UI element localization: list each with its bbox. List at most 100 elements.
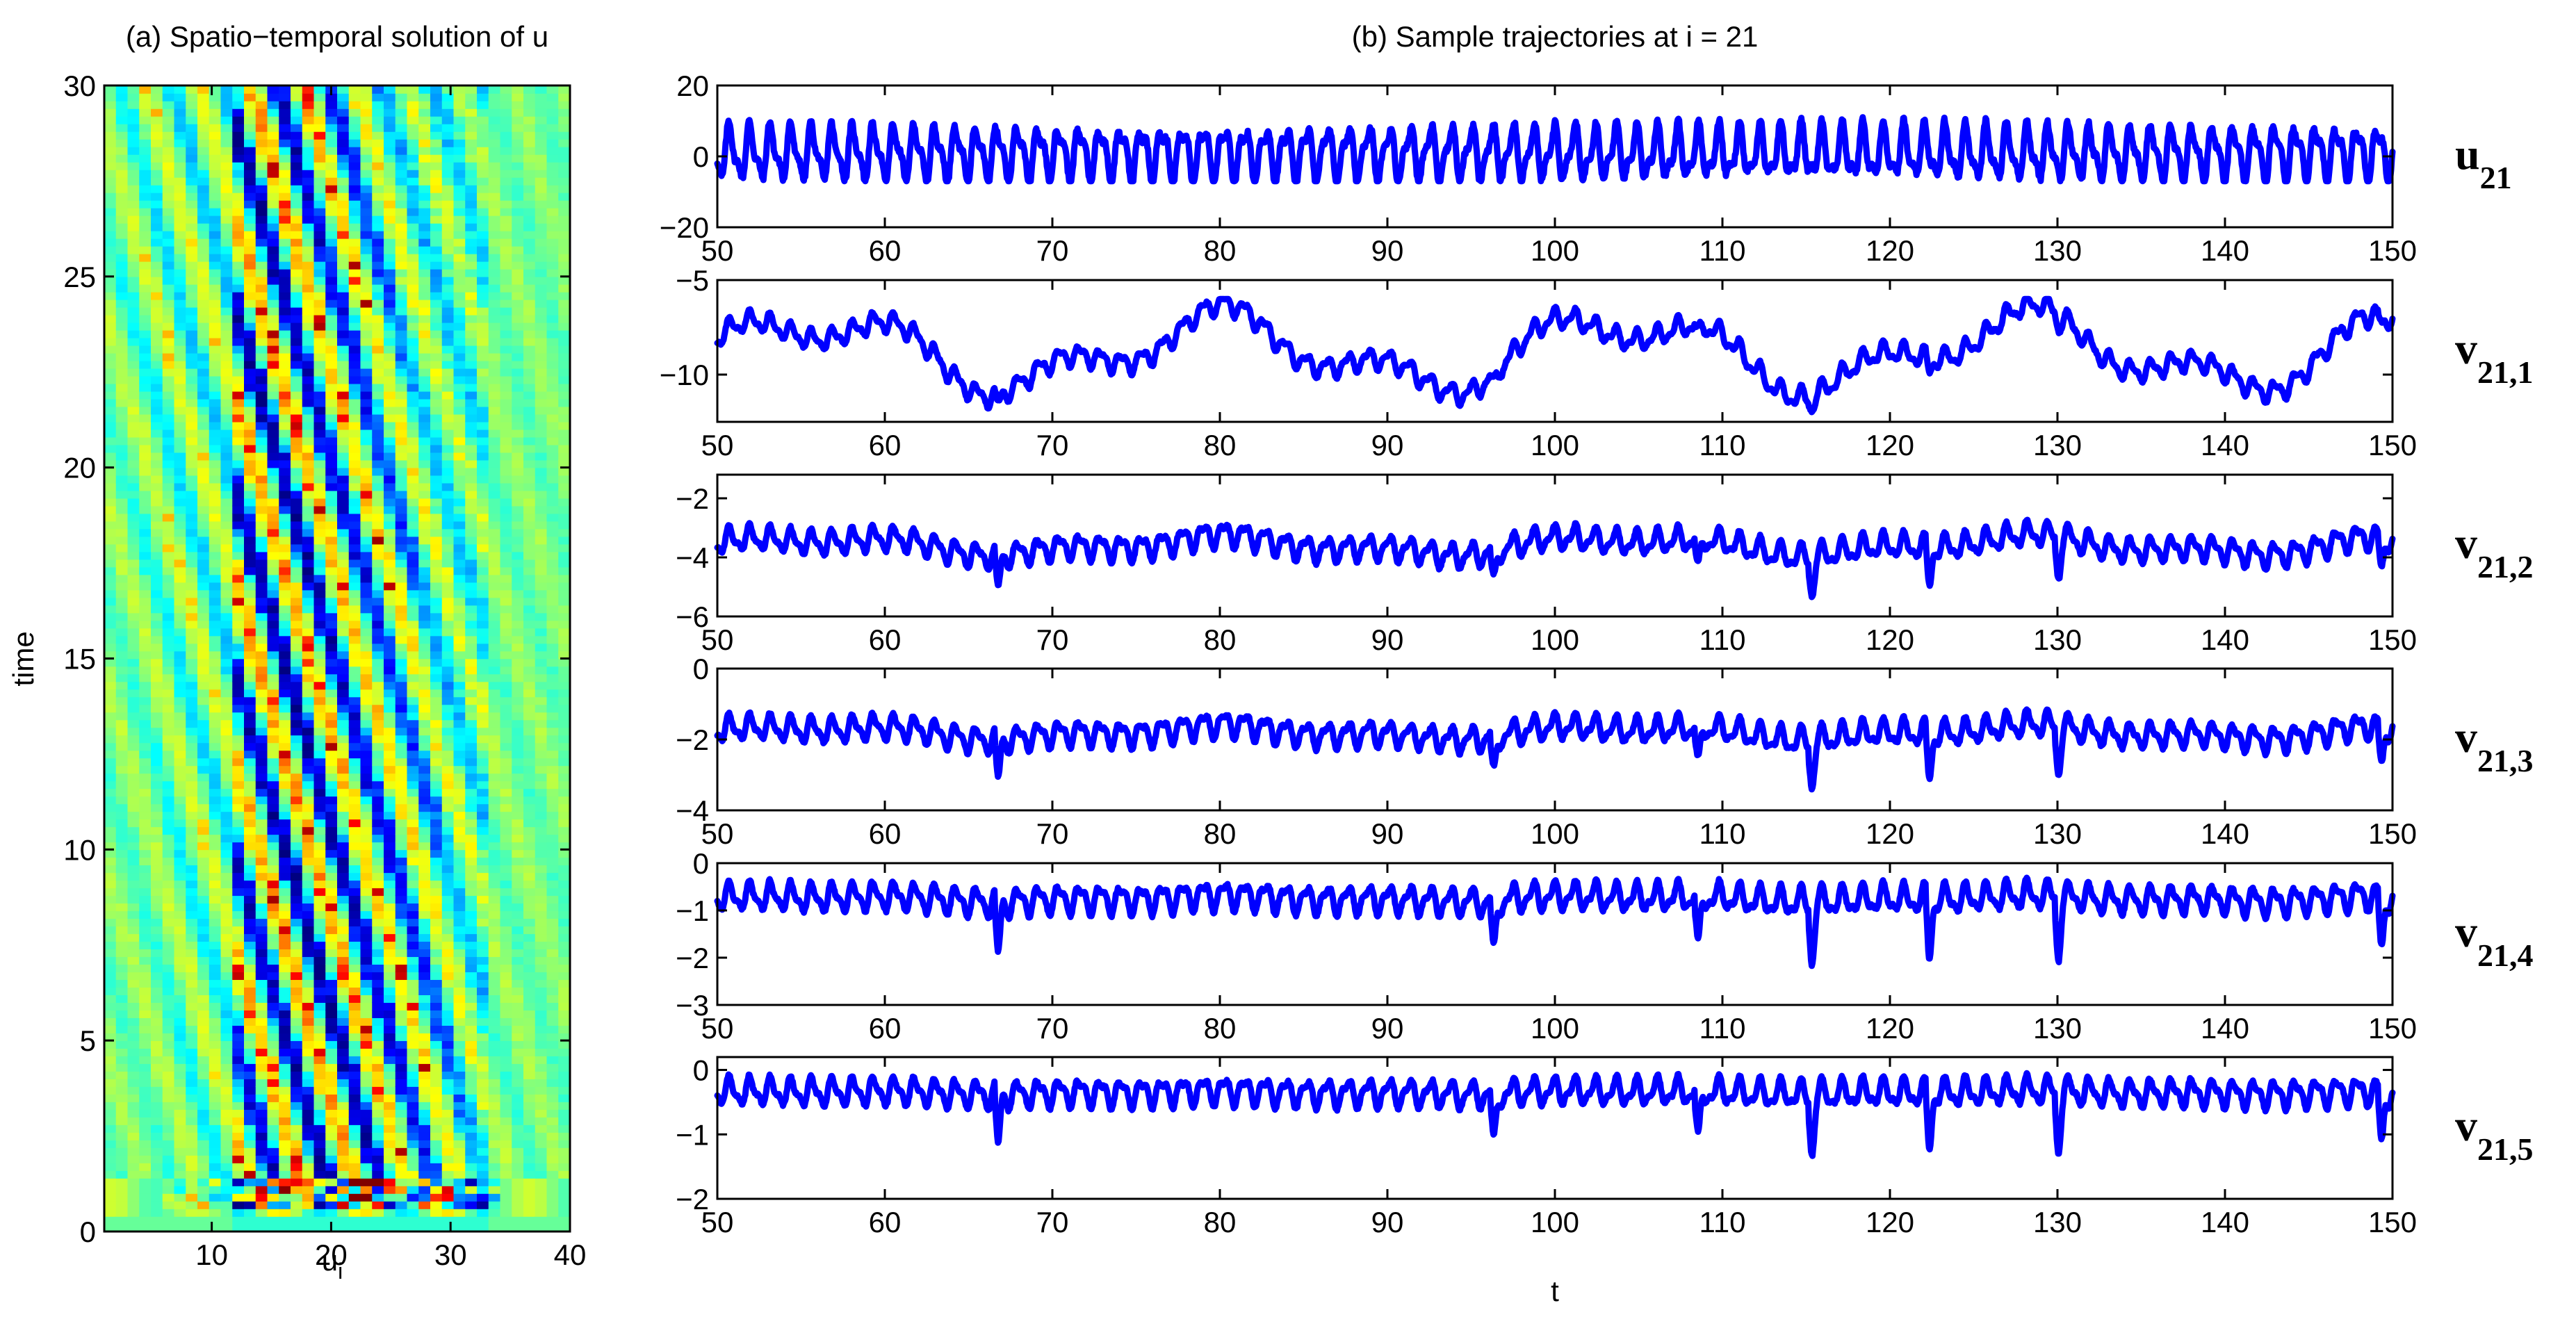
heatmap-cell [453,131,466,140]
heatmap-cell [267,1102,280,1110]
heatmap-cell [337,161,350,170]
heatmap-cell [384,115,396,124]
heatmap-cell [209,574,222,583]
heatmap-cell [244,727,256,736]
heatmap-cell [302,612,315,621]
heatmap-cell [348,605,361,614]
heatmap-cell [244,1124,256,1133]
heatmap-cell [291,826,303,835]
heatmap-cell [127,597,140,606]
heatmap-cell [348,903,361,912]
heatmap-cell [477,551,489,560]
heatmap-cell [418,1155,431,1163]
heatmap-cell [407,727,420,736]
heatmap-cell [115,979,129,988]
heatmap-cell [441,146,455,155]
heatmap-cell [209,161,222,170]
heatmap-cell [115,589,129,598]
heatmap-cell [255,238,268,247]
heatmap-cell [197,192,210,201]
heatmap-cell [360,406,373,415]
heatmap-cell [325,704,338,713]
heatmap-cell [325,261,338,270]
heatmap-cell [162,306,175,316]
heatmap-cell [360,1117,373,1125]
heatmap-cell [441,605,455,614]
heatmap-cell [291,1002,303,1010]
heatmap-cell [139,1140,152,1148]
heatmap-cell [220,505,234,514]
heatmap-cell [244,261,256,270]
heatmap-cell [384,803,396,812]
heatmap-cell [291,1109,303,1118]
heatmap-cell [441,138,455,147]
heatmap-cell [418,551,431,560]
heatmap-cell [186,826,198,835]
heatmap-cell [279,215,291,224]
heatmap-cell [209,391,222,400]
heatmap-cell [162,972,175,981]
heatmap-cell [418,536,431,545]
heatmap-cell [441,1086,455,1095]
heatmap-cell [255,375,268,384]
heatmap-cell [209,1201,222,1209]
heatmap-cell [302,360,315,369]
heatmap-cell [279,505,291,514]
heatmap-cell [232,345,245,354]
heatmap-cell [313,574,327,583]
heatmap-cell [337,207,350,216]
heatmap-cell [441,375,455,384]
heatmap-cell [453,1201,466,1209]
heatmap-cell [313,1025,327,1033]
heatmap-cell [244,406,256,415]
heatmap-cell [395,1124,408,1133]
heatmap-cell [291,475,303,484]
heatmap-cell [139,1109,152,1118]
heatmap-cell [279,765,291,774]
heatmap-cell [127,368,140,377]
heatmap-cell [407,689,420,698]
heatmap-cell [453,780,466,789]
heatmap-cell [418,1010,431,1018]
heatmap-cell [395,979,408,988]
heatmap-cell [209,857,222,866]
heatmap-cell [151,375,163,384]
heatmap-cell [291,1178,303,1186]
heatmap-cell [139,429,152,438]
heatmap-cell [197,1117,210,1125]
heatmap-cell [220,597,234,606]
heatmap-cell [372,834,384,843]
heatmap-cell [465,521,478,530]
heatmap-cell [441,230,455,239]
heatmap-cell [267,1117,280,1125]
heatmap-cell [104,1178,117,1186]
heatmap-cell [255,765,268,774]
heatmap-cell [267,1002,280,1010]
heatmap-cell [477,1048,489,1056]
heatmap-cell [267,842,280,851]
heatmap-cell [255,146,268,155]
heatmap-cell [348,1063,361,1072]
heatmap-cell [209,100,222,109]
heatmap-cell [488,1155,501,1163]
heatmap-cell [430,727,443,736]
heatmap-cell [220,658,234,667]
heatmap-cell [197,834,210,843]
heatmap-cell [174,521,187,530]
heatmap-cell [151,414,163,423]
heatmap-cell [465,780,478,789]
heatmap-cell [337,635,350,644]
heatmap-cell [232,436,245,445]
heatmap-cell [104,612,117,621]
heatmap-cell [244,1117,256,1125]
heatmap-cell [139,1224,152,1231]
heatmap-cell [115,490,129,499]
heatmap-cell [407,773,420,782]
heatmap-cell [209,467,222,476]
heatmap-cell [430,352,443,361]
heatmap-cell [104,887,117,897]
heatmap-cell [430,421,443,430]
heatmap-cell [186,918,198,927]
heatmap-cell [337,215,350,224]
heatmap-cell [151,1071,163,1079]
